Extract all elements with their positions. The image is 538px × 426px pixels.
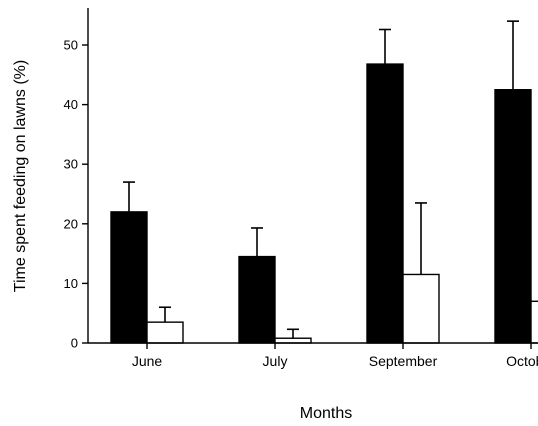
bar-filled <box>110 211 148 344</box>
x-tick-label: July <box>263 353 288 369</box>
x-axis-title: Months <box>300 405 352 422</box>
bar-open <box>146 321 184 344</box>
y-axis-ticks: 0 10 20 30 40 50 <box>64 38 88 351</box>
bar-open <box>402 273 440 344</box>
x-tick-label: September <box>369 353 438 369</box>
x-axis-ticks: June July September October <box>132 343 538 369</box>
y-tick-label: 20 <box>64 216 78 231</box>
y-tick-label: 40 <box>64 97 78 112</box>
y-tick-label: 0 <box>71 336 78 351</box>
bar-open <box>274 337 312 344</box>
bar-filled <box>366 63 404 344</box>
y-tick-label: 30 <box>64 157 78 172</box>
bar-open <box>530 300 538 344</box>
y-axis-title: Time spent feeding on lawns (%) <box>12 60 29 292</box>
bar-filled <box>494 88 532 344</box>
y-tick-label: 10 <box>64 276 78 291</box>
y-tick-label: 50 <box>64 38 78 53</box>
bar-filled <box>238 255 276 344</box>
x-tick-label: October <box>506 353 538 369</box>
plot-area <box>110 20 538 344</box>
x-tick-label: June <box>132 353 163 369</box>
